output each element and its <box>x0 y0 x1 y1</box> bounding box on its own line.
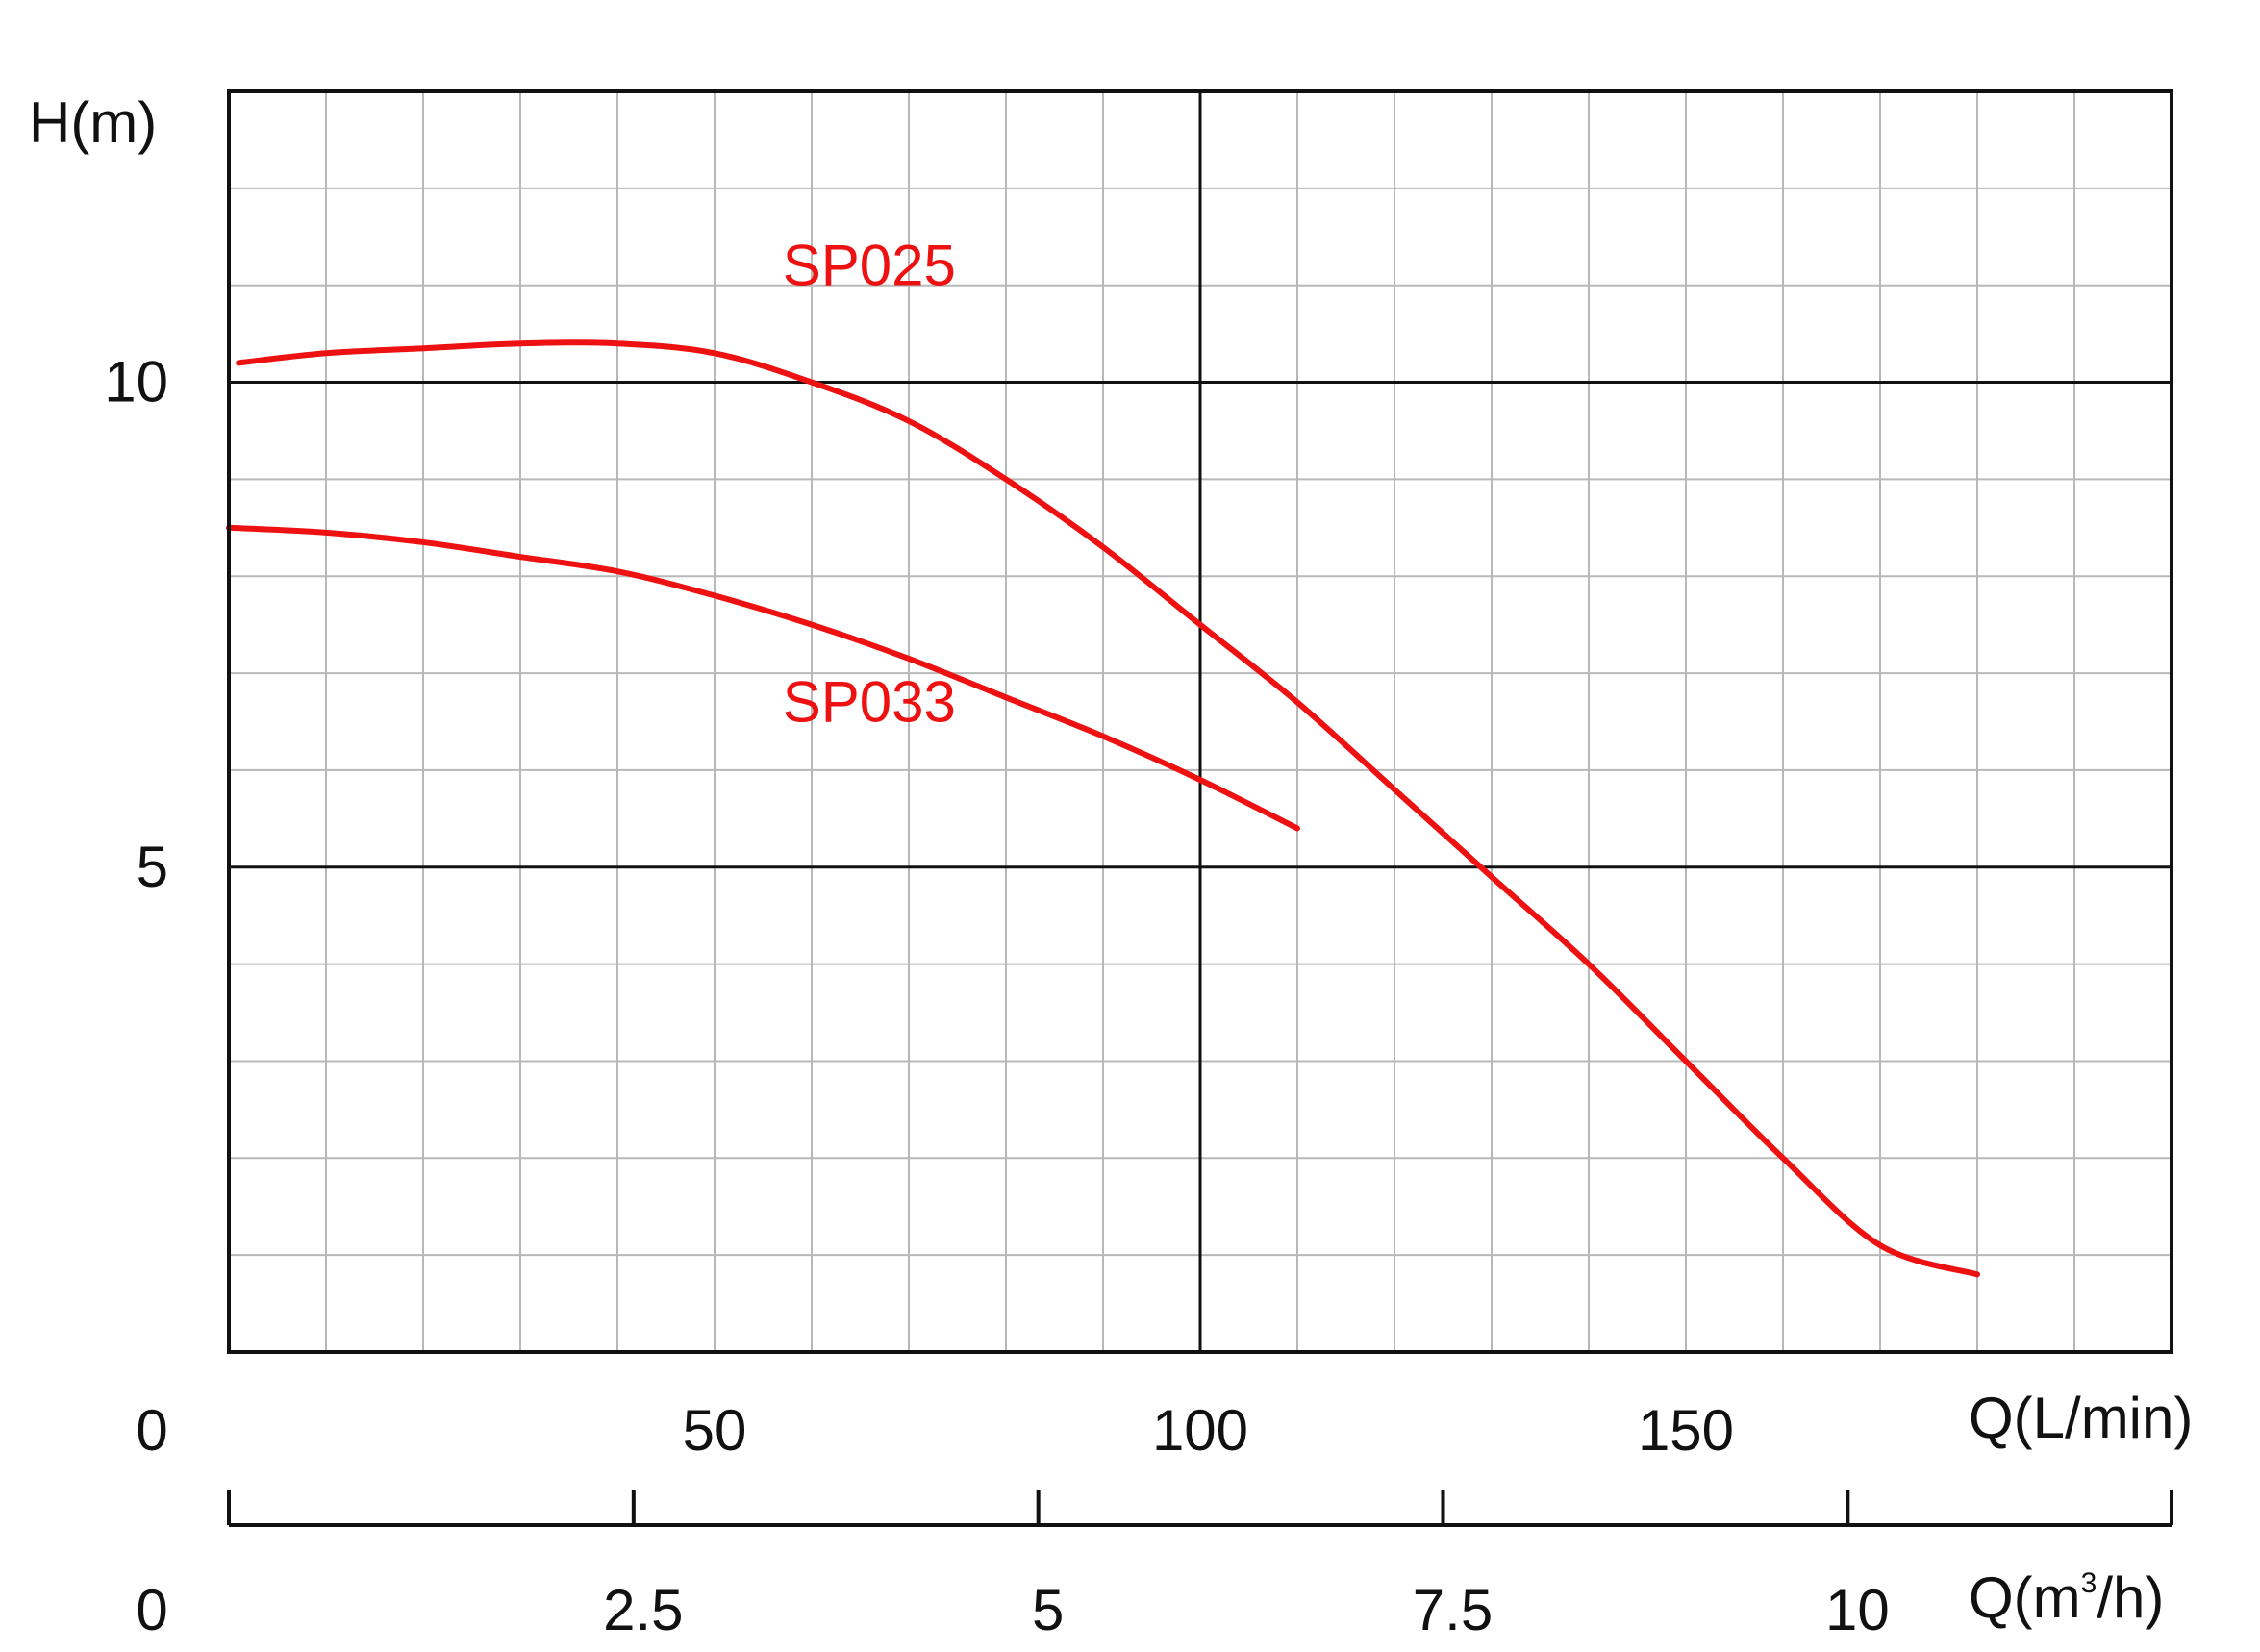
x-tick-label: 0 <box>136 1398 167 1463</box>
series-annotations: SP025 SP033 <box>783 234 956 735</box>
secondary-tick-label: 2.5 <box>603 1578 683 1642</box>
y-tick-label: 10 <box>104 350 168 414</box>
x-tick-label: 150 <box>1638 1398 1734 1463</box>
x-tick-label: 100 <box>1152 1398 1248 1463</box>
x-axis-label: Q(L/min) <box>1969 1386 2193 1450</box>
secondary-tick-label: 0 <box>136 1578 167 1642</box>
labels: H(m) Q(L/min) Q(m3/h) <box>29 90 2193 1630</box>
series-group <box>226 339 1980 1278</box>
series-line-sp033 <box>226 524 1300 832</box>
series-label-sp025: SP025 <box>783 234 956 298</box>
secondary-x-axis-label: Q(m3/h) <box>1969 1565 2164 1630</box>
secondary-tick-label: 7.5 <box>1413 1578 1493 1642</box>
plot-border <box>227 89 2173 1354</box>
series-line-sp025 <box>236 339 1980 1278</box>
secondary-x-axis-label-sup: 3 <box>2081 1567 2097 1599</box>
secondary-x-axis: 0 2.5 5 7.5 10 <box>136 1490 2173 1642</box>
y-axis-label: H(m) <box>29 90 157 155</box>
x-tick-label: 50 <box>683 1398 747 1463</box>
grid <box>229 91 2172 1352</box>
y-tick-label: 5 <box>137 835 168 899</box>
secondary-tick-label: 10 <box>1825 1578 1890 1642</box>
secondary-tick-label: 5 <box>1032 1578 1064 1642</box>
series-label-sp033: SP033 <box>783 670 956 735</box>
plot-frame <box>227 89 2173 1354</box>
